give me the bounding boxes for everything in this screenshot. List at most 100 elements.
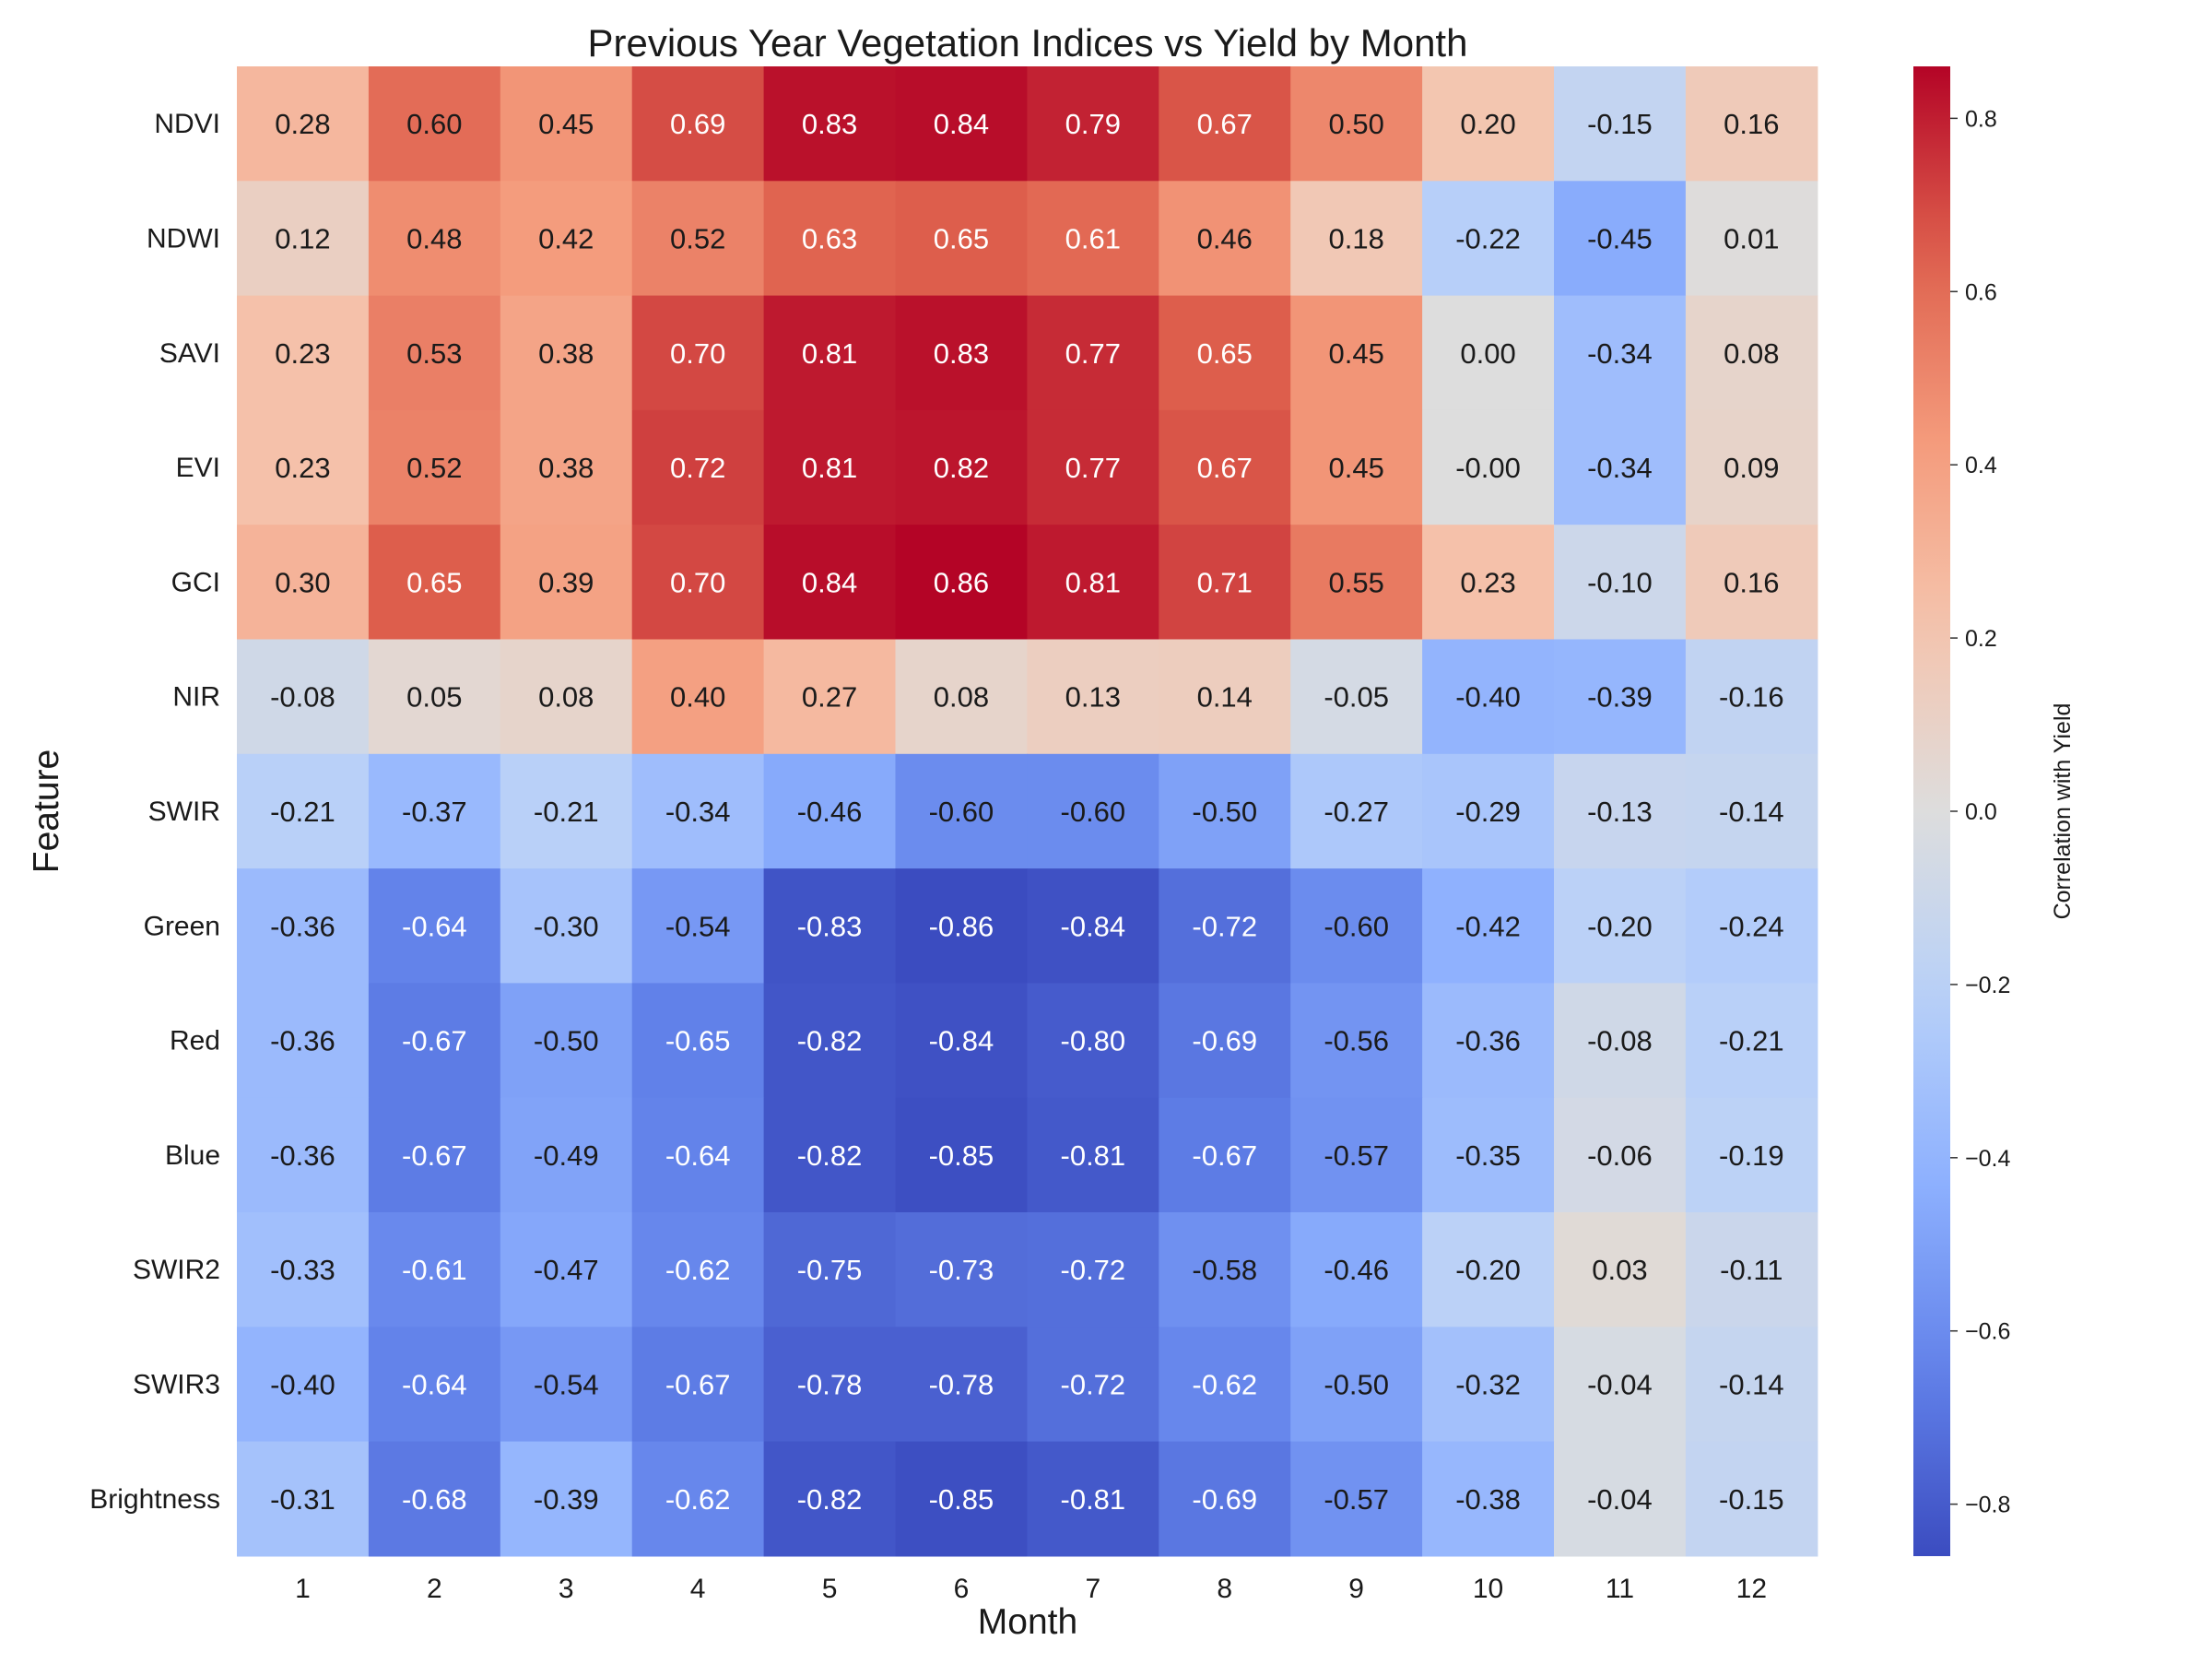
cell-value-label: 0.08: [538, 681, 594, 714]
heatmap-cell: [1685, 295, 1818, 411]
cell-value-label: 0.05: [406, 681, 462, 714]
colorbar-tick-label: 0.2: [1965, 626, 1997, 652]
cell-value-label: 0.69: [670, 108, 725, 140]
cell-value-label: 0.67: [1197, 108, 1253, 140]
cell-value-label: -0.56: [1324, 1025, 1389, 1057]
heatmap-cell: [500, 753, 633, 869]
heatmap-cell: [1422, 983, 1555, 1099]
cell-value-label: -0.22: [1455, 222, 1521, 254]
y-tick-label: NDWI: [147, 223, 220, 254]
x-tick-label: 10: [1473, 1574, 1503, 1604]
heatmap-cell: [763, 753, 897, 869]
heatmap-cell: [895, 181, 1028, 297]
cell-value-label: 0.16: [1724, 566, 1779, 598]
cell-value-label: -0.04: [1587, 1483, 1653, 1516]
cell-value-label: 0.48: [406, 222, 462, 254]
heatmap-cell: [631, 1097, 765, 1213]
heatmap-cell: [237, 639, 370, 755]
heatmap-cell: [237, 409, 370, 525]
heatmap-cell: [631, 753, 765, 869]
colorbar-tick-label: 0.0: [1965, 799, 1997, 825]
colorbar-tick-label: −0.8: [1965, 1493, 2010, 1518]
heatmap-cell: [1290, 1212, 1423, 1328]
cell-value-label: -0.81: [1061, 1483, 1126, 1516]
cell-value-label: 0.09: [1724, 452, 1779, 484]
heatmap-cell: [1159, 983, 1291, 1099]
cell-value-label: -0.65: [665, 1025, 731, 1057]
heatmap-cell: [500, 66, 633, 182]
cell-value-label: 0.52: [406, 452, 462, 484]
x-tick-label: 8: [1217, 1574, 1232, 1604]
cell-value-label: -0.64: [665, 1139, 731, 1172]
cell-value-label: -0.34: [1587, 337, 1653, 370]
cell-value-label: 0.83: [802, 108, 857, 140]
heatmap-cell: [1422, 66, 1555, 182]
cell-value-label: -0.05: [1324, 681, 1389, 714]
colorbar: [1913, 66, 1950, 1556]
x-tick-label: 2: [427, 1574, 442, 1604]
x-tick-label: 5: [822, 1574, 838, 1604]
cell-value-label: -0.00: [1455, 452, 1521, 484]
y-axis-ticks: NDVI NDWI SAVI EVI GCI NIR SWIR Green Red Blue SWI…: [89, 109, 220, 1515]
cell-value-label: 0.45: [1328, 452, 1383, 484]
heatmap-cell-labels: 0.28 0.60 0.45 0.69 0.83 0.84 0.79 0.67 0.50 0.20…: [270, 108, 1784, 1516]
y-tick-label: Brightness: [89, 1484, 220, 1515]
cell-value-label: -0.82: [797, 1483, 863, 1516]
cell-value-label: 0.20: [1460, 108, 1515, 140]
cell-value-label: -0.84: [929, 1025, 994, 1057]
cell-value-label: -0.82: [797, 1025, 863, 1057]
heatmap-cell: [368, 66, 501, 182]
cell-value-label: 0.65: [934, 222, 989, 254]
heatmap-cell: [500, 409, 633, 525]
heatmap-cell: [500, 1441, 633, 1557]
cell-value-label: -0.21: [534, 796, 599, 828]
cell-value-label: 0.01: [1724, 222, 1779, 254]
heatmap-cell: [895, 1327, 1028, 1443]
heatmap-cell: [1290, 66, 1423, 182]
cell-value-label: -0.15: [1719, 1483, 1784, 1516]
cell-value-label: 0.81: [802, 337, 857, 370]
cell-value-label: 0.39: [538, 566, 594, 598]
heatmap-cell: [237, 1212, 370, 1328]
cell-value-label: 0.50: [1328, 108, 1383, 140]
heatmap-cell: [1290, 181, 1423, 297]
y-axis-label: Feature: [27, 749, 66, 873]
heatmap-cell: [1027, 1327, 1159, 1443]
heatmap-cell: [1027, 868, 1159, 984]
heatmap-cell: [1027, 753, 1159, 869]
heatmap-cell: [763, 983, 897, 1099]
cell-value-label: -0.64: [402, 910, 467, 942]
heatmap-cell: [500, 525, 633, 641]
cell-value-label: -0.78: [929, 1368, 994, 1400]
heatmap-cell: [895, 868, 1028, 984]
colorbar-tick-label: −0.6: [1965, 1319, 2010, 1345]
heatmap-cells: [237, 66, 1818, 1557]
y-tick-label: GCI: [171, 567, 220, 597]
heatmap-cell: [1159, 525, 1291, 641]
cell-value-label: -0.82: [797, 1139, 863, 1172]
cell-value-label: -0.50: [534, 1025, 599, 1057]
heatmap-cell: [895, 753, 1028, 869]
cell-value-label: 0.65: [406, 566, 462, 598]
x-tick-label: 12: [1736, 1574, 1767, 1604]
cell-value-label: 0.28: [275, 108, 330, 140]
cell-value-label: 0.52: [670, 222, 725, 254]
cell-value-label: -0.84: [1061, 910, 1126, 942]
heatmap-cell: [895, 66, 1028, 182]
heatmap-cell: [763, 409, 897, 525]
cell-value-label: -0.54: [534, 1368, 599, 1400]
colorbar-label: Correlation with Yield: [2050, 703, 2076, 920]
cell-value-label: 0.13: [1065, 681, 1121, 714]
cell-value-label: 0.38: [538, 337, 594, 370]
cell-value-label: -0.19: [1719, 1139, 1784, 1172]
cell-value-label: -0.40: [270, 1368, 335, 1400]
x-tick-label: 4: [690, 1574, 706, 1604]
cell-value-label: 0.40: [670, 681, 725, 714]
heatmap-cell: [763, 66, 897, 182]
cell-value-label: 0.79: [1065, 108, 1121, 140]
heatmap-cell: [895, 525, 1028, 641]
cell-value-label: 0.72: [670, 452, 725, 484]
heatmap-cell: [237, 181, 370, 297]
heatmap-cell: [1685, 983, 1818, 1099]
cell-value-label: -0.60: [929, 796, 994, 828]
